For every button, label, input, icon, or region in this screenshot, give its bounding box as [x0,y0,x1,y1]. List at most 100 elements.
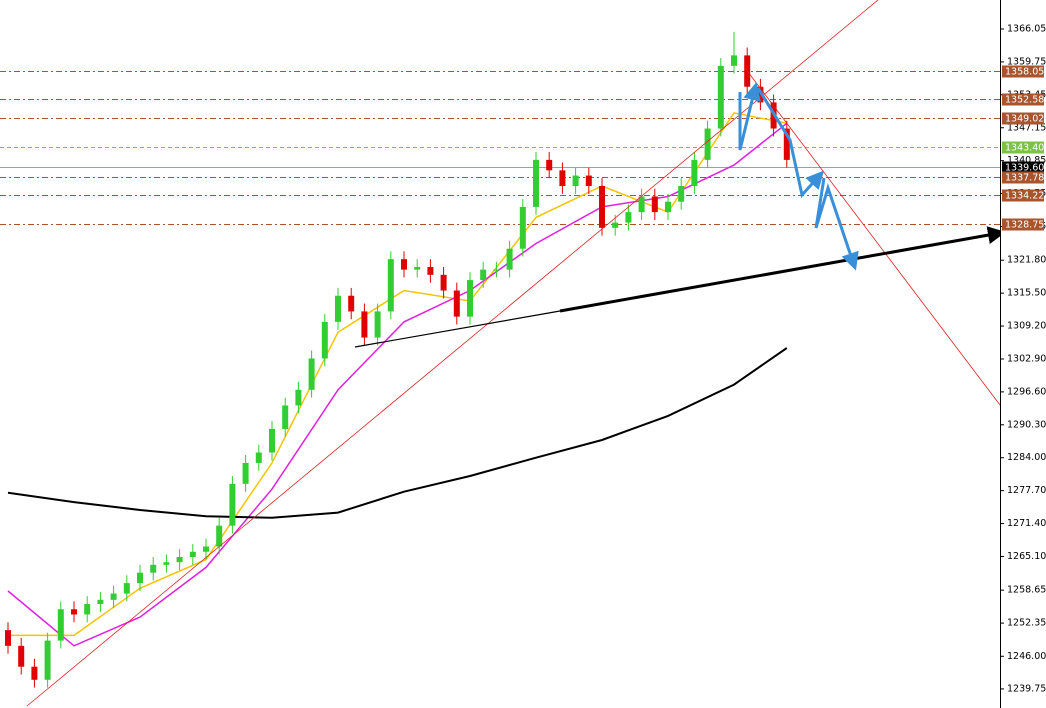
level-label: 1334.22 [1005,191,1044,202]
y-tick-label: 1366.05 [1007,23,1046,34]
candle-body [546,159,553,171]
candle-body [651,196,658,213]
moving-average [7,122,788,647]
drawings [26,0,1006,707]
y-tick-label: 1359.75 [1007,56,1046,67]
y-tick-label: 1315.50 [1007,288,1046,299]
candle-body [44,640,51,680]
candle-body [374,311,381,338]
candle-body [242,462,249,484]
y-tick-label: 1284.00 [1007,452,1046,463]
candle-body [295,389,302,406]
candle-body [255,452,262,463]
candle-body [361,311,368,338]
candle-body [414,267,421,270]
candle-body [18,645,25,667]
y-tick-label: 1347.15 [1007,122,1046,133]
candle-body [401,259,407,270]
candle-body [5,630,11,646]
candle-body [216,525,223,547]
trend-line [26,0,879,707]
trend-line [744,67,1001,406]
moving-average [8,112,787,637]
level-label: 1337.78 [1005,173,1044,184]
y-tick-label: 1246.00 [1007,651,1046,662]
candle-body [678,186,685,202]
level-label: 1349.02 [1005,114,1044,125]
candle-body [321,321,328,359]
candle-body [453,290,460,317]
candle-body [163,562,170,565]
candle-body [84,604,91,615]
level-label: 1328.75 [1005,220,1044,231]
candle-body [57,609,64,641]
y-tick-label: 1239.75 [1007,683,1046,694]
candle-body [480,269,487,281]
y-tick-label: 1321.80 [1007,255,1046,266]
moving-average [7,347,788,519]
candle-body [599,186,605,228]
candle-body [110,593,117,600]
level-label-box [1002,141,1044,154]
candle-body [691,159,698,187]
candle-body [282,405,289,429]
forecast-arrow [756,87,825,199]
level-label: 1358.05 [1005,67,1044,78]
candle-body [625,212,632,223]
level-label-box [1002,189,1044,202]
support-line [354,310,561,348]
candle-body [717,65,724,129]
candle-body [704,128,711,160]
y-tick-label: 1296.60 [1007,386,1046,397]
candle-body [97,599,104,605]
candle-body [731,55,737,66]
level-label: 1352.58 [1005,95,1044,106]
level-label-box [1002,93,1044,106]
candle-body [572,175,579,187]
candle-body [229,483,236,526]
y-tick-label: 1290.30 [1007,419,1046,430]
candle-body [533,159,539,207]
candle-body [665,201,671,213]
y-tick-label: 1302.90 [1007,353,1046,364]
candle-body [137,572,143,584]
y-tick-label: 1265.10 [1007,551,1046,562]
forecast-arrow [738,82,761,151]
y-tick-label: 1258.65 [1007,585,1046,596]
candle-body [348,295,355,312]
support-line [559,226,1006,313]
y-tick-label: 1271.40 [1007,518,1046,529]
level-label-box [1002,161,1044,174]
candle-body [585,175,592,187]
candle-body [176,556,183,563]
level-label: 1343.40 [1005,143,1044,154]
candle-body [783,128,790,160]
candle-body [493,269,500,271]
y-tick-label: 1277.70 [1007,485,1046,496]
candle-body [387,259,394,312]
candle-body [612,222,619,228]
level-label: 1339.60 [1005,163,1044,174]
candle-body [427,267,434,275]
candle-body [519,206,526,249]
candle-body [31,666,38,680]
candle-body [440,274,447,291]
candle-body [506,248,513,270]
y-tick-label: 1340.85 [1007,155,1046,166]
y-tick-label: 1252.35 [1007,618,1046,629]
candle-body [269,428,275,453]
candle-body [559,170,566,187]
candle-body [189,551,196,557]
level-label-box [1002,171,1044,184]
candle-body [203,546,209,552]
candle-body [638,196,645,213]
candle-body [335,295,341,322]
forecast-arrow [814,177,859,271]
candle-body [71,609,77,615]
level-label-box [1002,65,1044,78]
y-tick-label: 1309.20 [1007,321,1046,332]
candle-body [150,564,157,573]
level-label-box [1002,112,1044,125]
